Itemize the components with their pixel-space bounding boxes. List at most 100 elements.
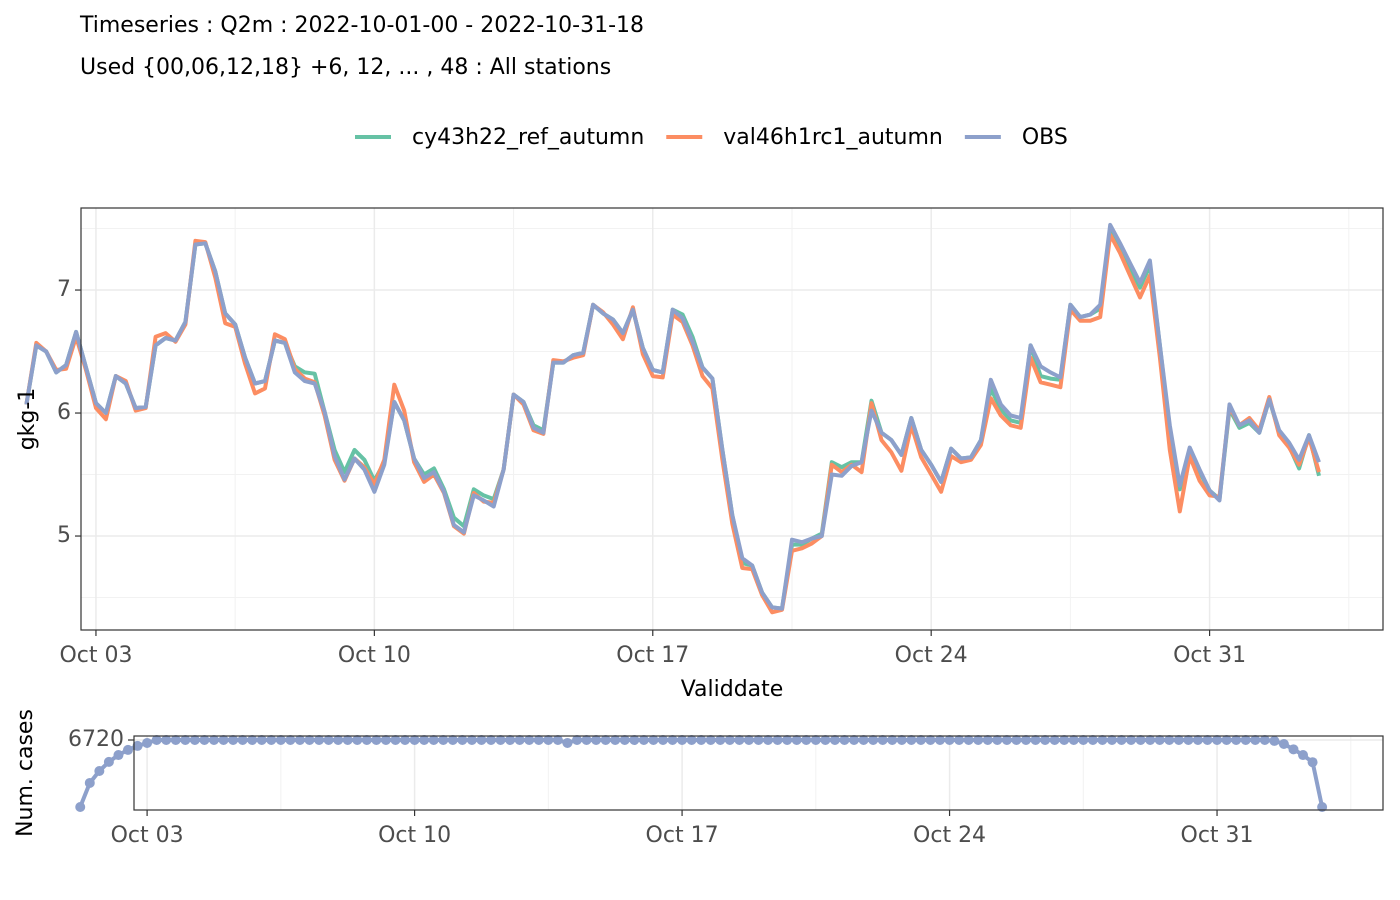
data-point <box>667 734 678 745</box>
data-point <box>1116 734 1127 745</box>
data-point <box>304 734 315 745</box>
data-point <box>1269 735 1280 746</box>
data-point <box>954 734 965 745</box>
x-tick-label: Oct 31 <box>1173 643 1246 668</box>
y-tick-label: 6720 <box>68 727 124 752</box>
x-tick-label: Oct 31 <box>1181 823 1254 848</box>
data-point <box>600 734 611 745</box>
data-point <box>132 740 143 751</box>
data-point <box>810 734 821 745</box>
data-point <box>84 777 95 788</box>
data-point <box>571 734 582 745</box>
data-point <box>1154 734 1165 745</box>
x-axis-label: Validdate <box>681 677 784 702</box>
data-point <box>944 734 955 745</box>
data-point <box>94 765 105 776</box>
data-point <box>791 734 802 745</box>
data-point <box>552 734 563 745</box>
x-tick-label: Oct 03 <box>111 823 184 848</box>
plot-background <box>134 736 1383 810</box>
data-point <box>1078 734 1089 745</box>
data-point <box>218 734 229 745</box>
data-point <box>887 734 898 745</box>
data-point <box>237 734 248 745</box>
data-point <box>142 737 153 748</box>
data-point <box>562 737 573 748</box>
data-point <box>400 734 411 745</box>
y-tick-label: 6 <box>57 400 71 425</box>
data-point <box>734 734 745 745</box>
data-point <box>973 734 984 745</box>
data-point <box>1011 734 1022 745</box>
data-point <box>390 734 401 745</box>
data-point <box>743 734 754 745</box>
data-point <box>495 734 506 745</box>
data-point <box>161 734 172 745</box>
data-point <box>208 734 219 745</box>
data-point <box>447 734 458 745</box>
data-point <box>371 734 382 745</box>
legend-label: val46h1rc1_autumn <box>723 125 943 150</box>
data-point <box>1135 734 1146 745</box>
data-point <box>925 734 936 745</box>
data-point <box>657 734 668 745</box>
data-point <box>113 750 124 761</box>
data-point <box>1068 734 1079 745</box>
data-point <box>457 734 468 745</box>
data-point <box>428 734 439 745</box>
legend-label: OBS <box>1022 125 1068 150</box>
data-point <box>772 734 783 745</box>
data-point <box>266 734 277 745</box>
data-point <box>180 734 191 745</box>
data-point <box>1307 757 1318 768</box>
data-point <box>1087 734 1098 745</box>
data-point <box>533 734 544 745</box>
plot-border <box>80 207 1384 631</box>
data-point <box>1030 734 1041 745</box>
data-point <box>1231 734 1242 745</box>
data-point <box>820 734 831 745</box>
data-point <box>189 734 200 745</box>
data-point <box>1106 734 1117 745</box>
data-point <box>476 734 487 745</box>
data-point <box>1126 734 1137 745</box>
data-point <box>705 734 716 745</box>
data-point <box>123 744 134 755</box>
chart-subtitle: Used {00,06,12,18} +6, 12, ... , 48 : Al… <box>80 55 611 80</box>
data-point <box>314 734 325 745</box>
data-point <box>638 734 649 745</box>
data-point <box>868 734 879 745</box>
data-point <box>1250 734 1261 745</box>
data-point <box>1049 734 1060 745</box>
data-point <box>982 734 993 745</box>
data-point <box>896 734 907 745</box>
plot-background <box>81 208 1383 630</box>
chart-title: Timeseries : Q2m : 2022-10-01-00 - 2022-… <box>79 13 644 38</box>
data-point <box>199 734 210 745</box>
data-point <box>1240 734 1251 745</box>
data-point <box>782 734 793 745</box>
x-tick-label: Oct 17 <box>616 643 689 668</box>
data-point <box>352 734 363 745</box>
x-tick-label: Oct 10 <box>378 823 451 848</box>
data-point <box>1173 734 1184 745</box>
data-point <box>906 734 917 745</box>
data-point <box>1020 734 1031 745</box>
data-point <box>380 734 391 745</box>
data-point <box>619 734 630 745</box>
data-point <box>103 756 114 767</box>
data-point <box>361 734 372 745</box>
data-point <box>858 734 869 745</box>
data-point <box>1278 738 1289 749</box>
data-point <box>629 734 640 745</box>
data-point <box>342 734 353 745</box>
data-point <box>333 734 344 745</box>
data-point <box>677 734 688 745</box>
data-point <box>1001 734 1012 745</box>
data-point <box>486 734 497 745</box>
data-point <box>1259 734 1270 745</box>
data-point <box>581 734 592 745</box>
data-point <box>1298 750 1309 761</box>
data-point <box>294 734 305 745</box>
data-point <box>801 734 812 745</box>
